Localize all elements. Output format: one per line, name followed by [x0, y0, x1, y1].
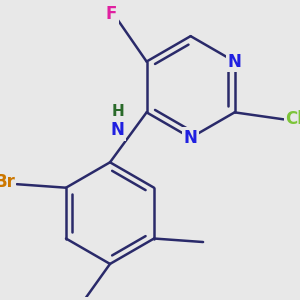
Text: N: N: [228, 52, 242, 70]
Text: Cl: Cl: [285, 110, 300, 128]
Text: F: F: [106, 5, 117, 23]
Text: N: N: [184, 129, 197, 147]
Text: N: N: [111, 121, 125, 139]
Text: H: H: [111, 103, 124, 118]
Text: Br: Br: [0, 173, 15, 191]
